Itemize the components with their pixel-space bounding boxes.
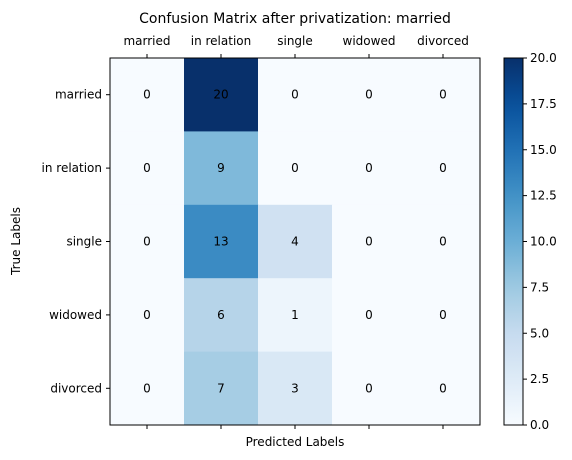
- x-tick-label: divorced: [417, 34, 469, 48]
- cell-value-label: 13: [213, 235, 228, 249]
- cell-value-label: 0: [365, 161, 373, 175]
- cell-value-label: 0: [291, 161, 299, 175]
- y-tick-label: married: [55, 88, 102, 102]
- x-tick-label: widowed: [343, 34, 396, 48]
- cell-value-label: 9: [217, 161, 225, 175]
- heatmap-cell: [258, 58, 333, 132]
- cell-value-label: 0: [439, 88, 447, 102]
- colorbar-tick-label: 15.0: [530, 143, 557, 157]
- cell-value-label: 0: [439, 308, 447, 322]
- cell-value-label: 0: [365, 308, 373, 322]
- heatmap-cell: [406, 278, 481, 353]
- heatmap-cell: [332, 58, 407, 132]
- heatmap-cell: [110, 131, 185, 206]
- x-tick-label: married: [123, 34, 170, 48]
- cell-value-label: 0: [365, 88, 373, 102]
- heatmap-cell: [406, 58, 481, 132]
- heatmap-cell: [184, 278, 259, 353]
- heatmap-cell: [258, 204, 333, 279]
- x-tick-label: single: [277, 34, 313, 48]
- colorbar-tick-label: 12.5: [530, 189, 557, 203]
- colorbar-tick-label: 20.0: [530, 51, 557, 65]
- y-tick-label: single: [66, 235, 102, 249]
- y-axis-ticks: married in relation single widowed divorced: [42, 88, 110, 395]
- cell-value-label: 0: [143, 161, 151, 175]
- heatmap-cell: [406, 351, 481, 426]
- cell-value-label: 20: [213, 88, 228, 102]
- x-tick-label: in relation: [191, 34, 251, 48]
- heatmap-cell: [332, 351, 407, 426]
- colorbar-tick-label: 0.0: [530, 418, 549, 432]
- colorbar-tick-label: 10.0: [530, 235, 557, 249]
- y-tick-label: widowed: [49, 308, 102, 322]
- heatmap-cell: [406, 204, 481, 279]
- colorbar-ticks: 0.0 2.5 5.0 7.5 10.0 12.5 15.0 17.5 20.0: [523, 51, 557, 432]
- cell-value-label: 0: [439, 235, 447, 249]
- cell-value-label: 3: [291, 381, 299, 395]
- cell-value-label: 4: [291, 235, 299, 249]
- cell-value-label: 7: [217, 381, 225, 395]
- heatmap-cell: [258, 131, 333, 206]
- cell-value-label: 0: [143, 88, 151, 102]
- chart-title: Confusion Matrix after privatization: ma…: [139, 11, 451, 27]
- cell-value-label: 1: [291, 308, 299, 322]
- cell-value-label: 0: [365, 235, 373, 249]
- y-tick-label: divorced: [50, 381, 102, 395]
- heatmap-cell: [332, 278, 407, 353]
- colorbar-tick-label: 17.5: [530, 97, 557, 111]
- heatmap-cell: [110, 58, 185, 132]
- heatmap-cells: 0 20 0 0 0 0 9 0 0 0 0 13 4 0 0 0 6 1 0 0 0 7 3 0 0: [110, 58, 481, 426]
- heatmap-cell: [184, 204, 259, 279]
- y-axis-label: True Labels: [9, 207, 23, 276]
- cell-value-label: 0: [365, 381, 373, 395]
- cell-value-label: 0: [291, 88, 299, 102]
- heatmap-cell: [110, 278, 185, 353]
- cell-value-label: 0: [143, 235, 151, 249]
- x-axis-label: Predicted Labels: [246, 435, 345, 449]
- cell-value-label: 0: [439, 161, 447, 175]
- heatmap-cell: [258, 351, 333, 426]
- heatmap-cell: [184, 351, 259, 426]
- cell-value-label: 6: [217, 308, 225, 322]
- cell-value-label: 0: [143, 308, 151, 322]
- heatmap-cell: [110, 204, 185, 279]
- y-tick-label: in relation: [42, 161, 102, 175]
- heatmap-cell: [406, 131, 481, 206]
- colorbar-tick-label: 5.0: [530, 326, 549, 340]
- heatmap-cell: [332, 131, 407, 206]
- cell-value-label: 0: [143, 381, 151, 395]
- x-axis-ticks: married in relation single widowed divorced: [123, 34, 469, 429]
- heatmap-cell: [258, 278, 333, 353]
- heatmap-cell: [110, 351, 185, 426]
- colorbar: [503, 57, 524, 426]
- heatmap-cell: [332, 204, 407, 279]
- heatmap-cell: [184, 131, 259, 206]
- colorbar-tick-label: 2.5: [530, 372, 549, 386]
- colorbar-tick-label: 7.5: [530, 280, 549, 294]
- cell-value-label: 0: [439, 381, 447, 395]
- heatmap-cell: [184, 58, 259, 132]
